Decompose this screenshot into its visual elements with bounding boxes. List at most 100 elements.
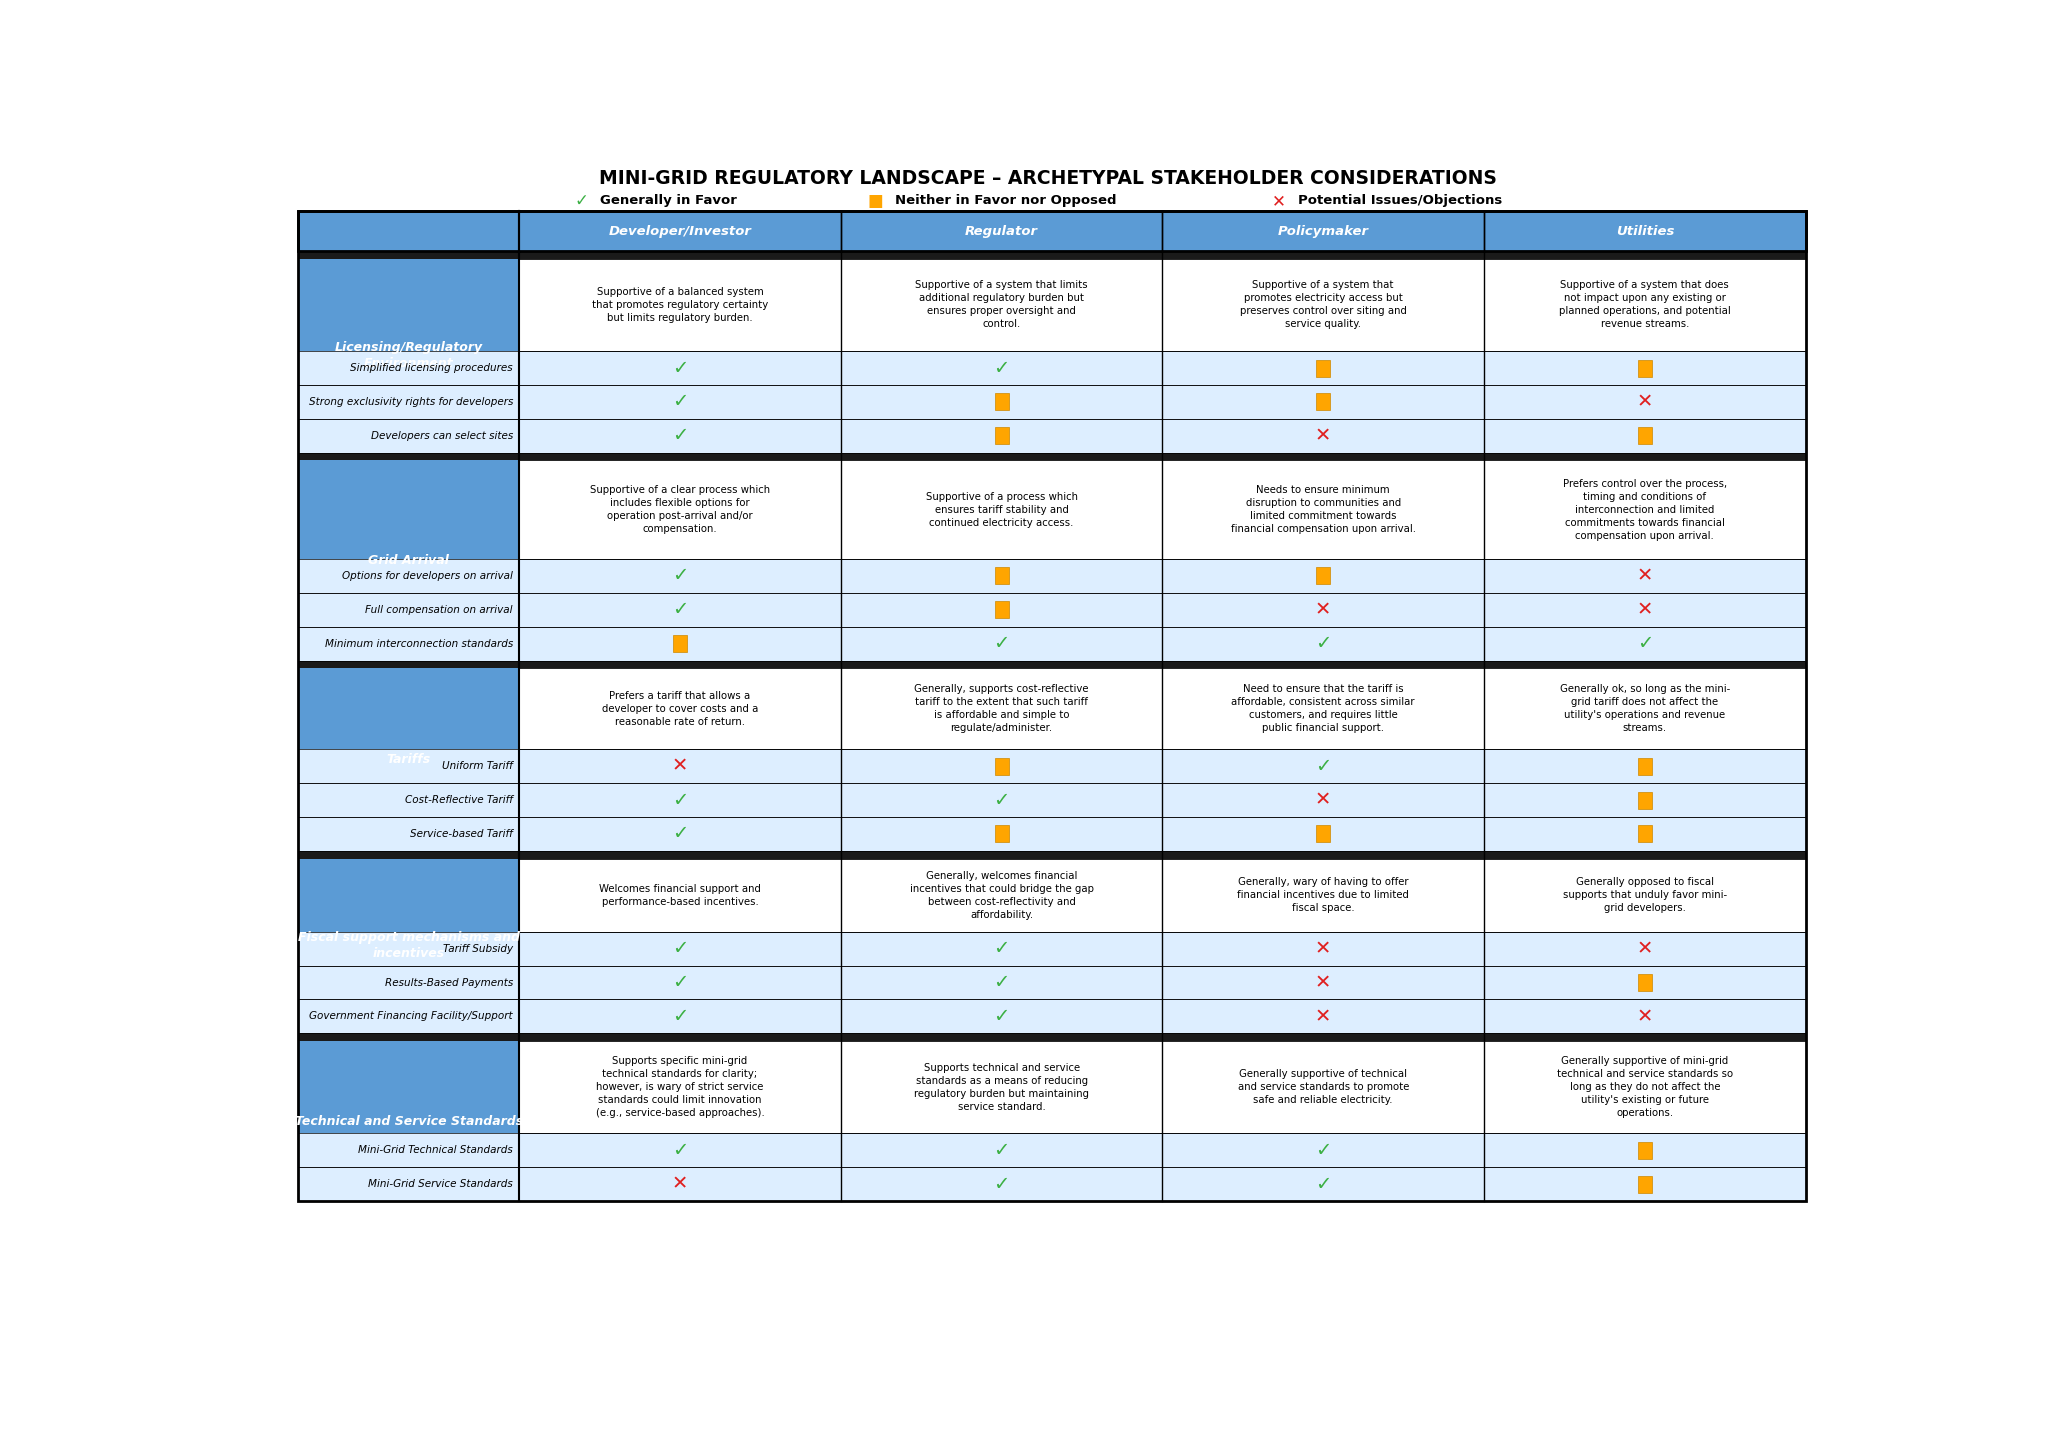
Bar (1162, 1040, 1485, 1133)
Text: MINI-GRID REGULATORY LANDSCAPE – ARCHETYPAL STAKEHOLDER CONSIDERATIONS: MINI-GRID REGULATORY LANDSCAPE – ARCHETY… (599, 169, 1497, 187)
Bar (299, 750, 1806, 783)
Text: Minimum interconnection standards: Minimum interconnection standards (325, 638, 513, 648)
Bar (299, 932, 1806, 966)
Bar (994, 757, 1008, 774)
Text: Generally opposed to fiscal
supports that unduly favor mini-
grid developers.: Generally opposed to fiscal supports tha… (1562, 877, 1726, 913)
Bar (299, 783, 1806, 817)
Bar (299, 1040, 519, 1201)
Bar (1638, 359, 1652, 376)
Text: Potential Issues/Objections: Potential Issues/Objections (1299, 195, 1503, 207)
Text: ✓: ✓ (575, 192, 589, 210)
Text: Welcomes financial support and
performance-based incentives.: Welcomes financial support and performan… (599, 883, 761, 907)
Bar (299, 932, 1806, 966)
Text: Uniform Tariff: Uniform Tariff (442, 761, 513, 771)
Text: ✕: ✕ (1636, 1007, 1652, 1026)
Bar (519, 1040, 840, 1133)
Text: Strong exclusivity rights for developers: Strong exclusivity rights for developers (309, 396, 513, 406)
Bar (299, 351, 1806, 385)
Text: ✕: ✕ (1636, 567, 1652, 585)
Text: Mini-Grid Technical Standards: Mini-Grid Technical Standards (358, 1145, 513, 1155)
Bar (299, 461, 519, 661)
Text: ✓: ✓ (1315, 1141, 1331, 1161)
Text: ✓: ✓ (671, 426, 687, 445)
Text: Full compensation on arrival: Full compensation on arrival (366, 605, 513, 615)
Bar (1638, 975, 1652, 992)
Bar (299, 560, 1806, 592)
Text: Needs to ensure minimum
disruption to communities and
limited commitment towards: Needs to ensure minimum disruption to co… (1231, 485, 1415, 534)
Text: ✓: ✓ (671, 790, 687, 810)
Bar (1317, 568, 1329, 584)
Text: ✓: ✓ (671, 567, 687, 585)
Bar (299, 627, 1806, 661)
Bar (994, 826, 1008, 843)
Bar (840, 668, 1162, 750)
Text: Licensing/Regulatory
Environment: Licensing/Regulatory Environment (335, 341, 483, 371)
Text: ✓: ✓ (671, 824, 687, 843)
Text: ✕: ✕ (1315, 1007, 1331, 1026)
Bar (299, 1133, 1806, 1168)
Bar (299, 1168, 1806, 1201)
Text: Options for developers on arrival: Options for developers on arrival (342, 571, 513, 581)
Text: ✓: ✓ (1315, 1175, 1331, 1193)
Text: Fiscal support mechanisms and
incentives: Fiscal support mechanisms and incentives (299, 932, 519, 960)
Bar (299, 560, 1806, 592)
Text: Supportive of a system that
promotes electricity access but
preserves control ov: Supportive of a system that promotes ele… (1239, 280, 1407, 329)
Text: ✓: ✓ (994, 1175, 1010, 1193)
Bar (1317, 394, 1329, 411)
Bar (299, 1133, 1806, 1168)
Bar (840, 259, 1162, 351)
Text: Generally, wary of having to offer
financial incentives due to limited
fiscal sp: Generally, wary of having to offer finan… (1237, 877, 1409, 913)
Text: ✓: ✓ (994, 790, 1010, 810)
Bar (299, 419, 1806, 452)
Text: ✕: ✕ (1315, 939, 1331, 959)
Bar (299, 592, 1806, 627)
Text: Grid Arrival: Grid Arrival (368, 554, 450, 567)
Bar (299, 259, 519, 452)
Text: Supportive of a process which
ensures tariff stability and
continued electricity: Supportive of a process which ensures ta… (926, 492, 1078, 528)
Bar (840, 1040, 1162, 1133)
Bar (299, 452, 1806, 461)
Bar (1162, 461, 1485, 560)
Text: Neither in Favor nor Opposed: Neither in Favor nor Opposed (896, 195, 1117, 207)
Bar (299, 999, 1806, 1033)
Bar (994, 394, 1008, 411)
Bar (299, 1033, 1806, 1040)
Text: Tariff Subsidy: Tariff Subsidy (444, 943, 513, 953)
Text: ✓: ✓ (994, 1141, 1010, 1161)
Bar (299, 1168, 1806, 1201)
Bar (840, 859, 1162, 932)
Text: ■: ■ (867, 192, 883, 210)
Bar (299, 817, 1806, 851)
Bar (299, 210, 1806, 1201)
Text: Cost-Reflective Tariff: Cost-Reflective Tariff (405, 796, 513, 806)
Bar (299, 966, 1806, 999)
Bar (299, 210, 1806, 250)
Bar (994, 601, 1008, 618)
Text: ✓: ✓ (671, 939, 687, 959)
Bar (1638, 791, 1652, 809)
Text: ✓: ✓ (994, 634, 1010, 653)
Text: Tariffs: Tariffs (387, 753, 431, 766)
Text: Simplified licensing procedures: Simplified licensing procedures (350, 363, 513, 373)
Text: ✓: ✓ (994, 359, 1010, 378)
Bar (840, 461, 1162, 560)
Bar (994, 568, 1008, 584)
Text: ✓: ✓ (994, 973, 1010, 992)
Text: Generally in Favor: Generally in Favor (601, 195, 738, 207)
Bar (1162, 668, 1485, 750)
Text: Results-Based Payments: Results-Based Payments (384, 977, 513, 987)
Bar (1162, 259, 1485, 351)
Bar (673, 635, 687, 653)
Bar (1638, 1176, 1652, 1193)
Text: ✕: ✕ (1315, 426, 1331, 445)
Bar (1317, 359, 1329, 376)
Text: ✕: ✕ (1636, 392, 1652, 412)
Bar (299, 419, 1806, 452)
Text: Prefers control over the process,
timing and conditions of
interconnection and l: Prefers control over the process, timing… (1562, 479, 1726, 541)
Bar (1485, 859, 1806, 932)
Text: ✕: ✕ (1315, 973, 1331, 992)
Text: ✕: ✕ (1272, 192, 1286, 210)
Bar (1638, 826, 1652, 843)
Text: Mini-Grid Service Standards: Mini-Grid Service Standards (368, 1179, 513, 1189)
Bar (519, 461, 840, 560)
